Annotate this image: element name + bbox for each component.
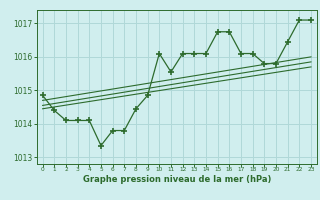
X-axis label: Graphe pression niveau de la mer (hPa): Graphe pression niveau de la mer (hPa)	[83, 175, 271, 184]
